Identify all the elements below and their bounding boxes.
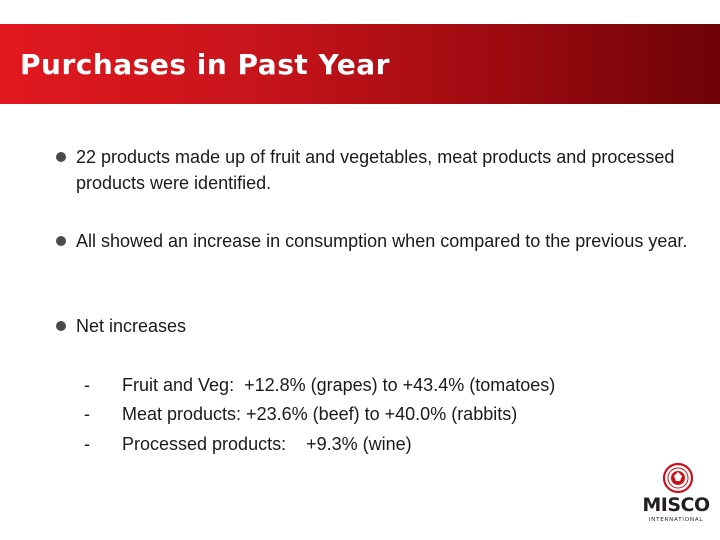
title-bar: Purchases in Past Year xyxy=(0,24,720,104)
bullet-text: Net increases xyxy=(76,316,187,336)
sub-item-text: Fruit and Veg: +12.8% (grapes) to +43.4%… xyxy=(122,375,556,395)
slide-title: Purchases in Past Year xyxy=(20,48,390,81)
sub-item-text: Meat products: +23.6% (beef) to +40.0% (… xyxy=(122,404,518,424)
bullet-text: All showed an increase in consumption wh… xyxy=(76,231,688,251)
misco-logo: MISCO INTERNATIONAL xyxy=(640,462,712,526)
logo-name: MISCO xyxy=(642,494,710,516)
bullet-dot-icon xyxy=(56,236,66,246)
bullet-dot-icon xyxy=(56,152,66,162)
sub-item-marker: - xyxy=(84,434,90,454)
sub-item-text: Processed products: +9.3% (wine) xyxy=(122,434,412,454)
sub-item-marker: - xyxy=(84,404,90,424)
logo-subtitle: INTERNATIONAL xyxy=(648,517,704,523)
bullet-text: 22 products made up of fruit and vegetab… xyxy=(76,147,675,193)
sub-item-marker: - xyxy=(84,375,90,395)
logo-emblem-icon xyxy=(662,462,694,494)
bullet-dot-icon xyxy=(56,321,66,331)
